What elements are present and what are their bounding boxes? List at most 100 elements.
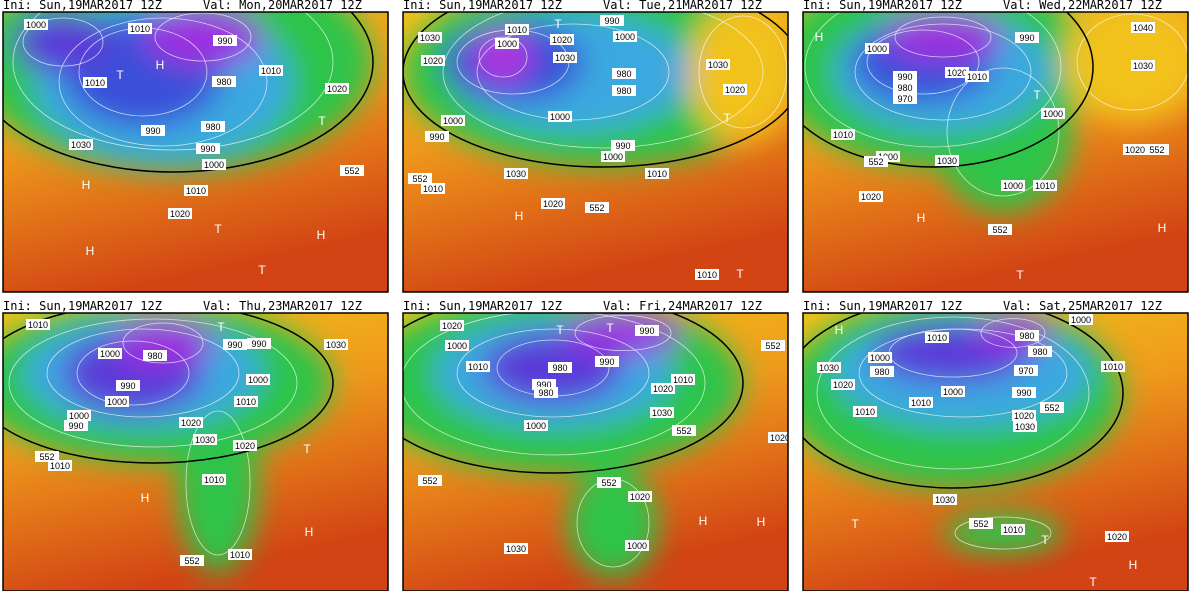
- isobar-label: 552: [1149, 145, 1164, 155]
- isobar-label: 1000: [1071, 315, 1091, 325]
- isobar-label-box: [324, 339, 348, 350]
- isobar-label-box: [723, 84, 747, 95]
- isobar-label: 990: [120, 381, 135, 391]
- pressure-center: T: [1089, 575, 1097, 589]
- isobar-label-box: [445, 340, 469, 351]
- isobar-label-box: [340, 165, 364, 176]
- isobar: [804, 12, 1062, 148]
- pressure-center: T: [1033, 88, 1041, 102]
- pressure-center: H: [515, 209, 524, 223]
- isobar-label: 970: [897, 94, 912, 104]
- isobar-label-box: [223, 339, 247, 350]
- pressure-center: T: [217, 320, 225, 334]
- isobar-label-box: [695, 269, 719, 280]
- isobar: [122, 322, 204, 364]
- isobar-label: 1030: [71, 140, 91, 150]
- pressure-center: H: [917, 211, 926, 225]
- isobar-label: 1030: [937, 156, 957, 166]
- isobar-label-box: [870, 366, 894, 377]
- isobar-label-box: [550, 34, 574, 45]
- isobar-label-box: [1015, 330, 1039, 341]
- isobar-label: 1000: [107, 397, 127, 407]
- isobar-label-box: [193, 434, 217, 445]
- pressure-region: [563, 313, 683, 355]
- isobar-label: 990: [604, 16, 619, 26]
- isobar-label: 1020: [630, 492, 650, 502]
- isobar: [476, 23, 670, 121]
- isobar-label-box: [1131, 22, 1155, 33]
- pressure-center: T: [736, 267, 744, 281]
- isobar-label-box: [98, 348, 122, 359]
- isobar-label: 1000: [627, 541, 647, 551]
- isobar-label: 1020: [552, 35, 572, 45]
- isobar-label: 1000: [1003, 181, 1023, 191]
- isobar-label-box: [1001, 180, 1025, 191]
- isobar: [403, 313, 706, 456]
- isobar-label: 1010: [927, 333, 947, 343]
- pressure-region: [688, 12, 788, 142]
- isobar-label-box: [143, 350, 167, 361]
- isobar-label: 980: [616, 69, 631, 79]
- isobar-label: 552: [1044, 403, 1059, 413]
- isobar-label-box: [524, 420, 548, 431]
- isobar-label-box: [893, 93, 917, 104]
- isobar-label-box: [935, 155, 959, 166]
- isobar-label: 990: [227, 340, 242, 350]
- isobar-label-box: [1012, 387, 1036, 398]
- isobar-label: 980: [874, 367, 889, 377]
- isobar-label-box: [116, 380, 140, 391]
- isobar-label: 1010: [50, 461, 70, 471]
- valid-time: Val: Fri,24MAR2017 12Z: [603, 299, 762, 313]
- isobar-label: 1010: [1035, 181, 1055, 191]
- isobar-label: 552: [39, 452, 54, 462]
- isobar-label-box: [466, 361, 490, 372]
- isobar-label-box: [1123, 144, 1147, 155]
- isobar-label: 990: [251, 339, 266, 349]
- isobar-label: 980: [205, 122, 220, 132]
- isobar-label-box: [504, 543, 528, 554]
- isobar-label-box: [233, 440, 257, 451]
- isobar-label: 1020: [725, 85, 745, 95]
- pressure-center: T: [1041, 533, 1049, 547]
- isobar-label: 1020: [833, 380, 853, 390]
- isobar-label-box: [418, 475, 442, 486]
- isobar-label-box: [421, 55, 445, 66]
- isobar-label-box: [534, 387, 558, 398]
- pressure-center: H: [699, 514, 708, 528]
- isobar-label-box: [202, 474, 226, 485]
- valid-time: Val: Mon,20MAR2017 12Z: [203, 0, 362, 12]
- isobar-label: 1020: [947, 68, 967, 78]
- isobar-label: 1020: [442, 321, 462, 331]
- isobar-label-box: [180, 555, 204, 566]
- isobar-label: 1020: [181, 418, 201, 428]
- isobar-label: 1010: [204, 475, 224, 485]
- isobar-label: 990: [1016, 388, 1031, 398]
- contour-552: [803, 313, 1124, 489]
- isobar-label: 1030: [195, 435, 215, 445]
- pressure-center: H: [1158, 221, 1167, 235]
- isobar-label: 1010: [697, 270, 717, 280]
- isobar-label-box: [1145, 144, 1169, 155]
- isobar-label-box: [247, 338, 271, 349]
- isobar-label: 1010: [967, 72, 987, 82]
- isobar-label: 980: [1019, 331, 1034, 341]
- isobar-label-box: [504, 168, 528, 179]
- isobar-label: 1010: [261, 66, 281, 76]
- isobar: [894, 16, 992, 58]
- isobar-label: 552: [344, 166, 359, 176]
- isobar-label: 1010: [423, 184, 443, 194]
- isobar-label: 990: [68, 421, 83, 431]
- isobar-label: 1040: [1133, 23, 1153, 33]
- init-time: Ini: Sun,19MAR2017 12Z: [403, 299, 562, 313]
- map-frame: [802, 11, 1189, 293]
- isobar-label: 980: [216, 77, 231, 87]
- isobar-label: 990: [429, 132, 444, 142]
- isobar-label-box: [969, 518, 993, 529]
- pressure-center: T: [723, 111, 731, 125]
- isobar: [442, 12, 764, 149]
- isobar-label-box: [228, 549, 252, 560]
- isobar: [946, 67, 1060, 197]
- isobar-label-box: [761, 340, 785, 351]
- isobar-label: 1000: [943, 387, 963, 397]
- isobar-label: 1010: [647, 169, 667, 179]
